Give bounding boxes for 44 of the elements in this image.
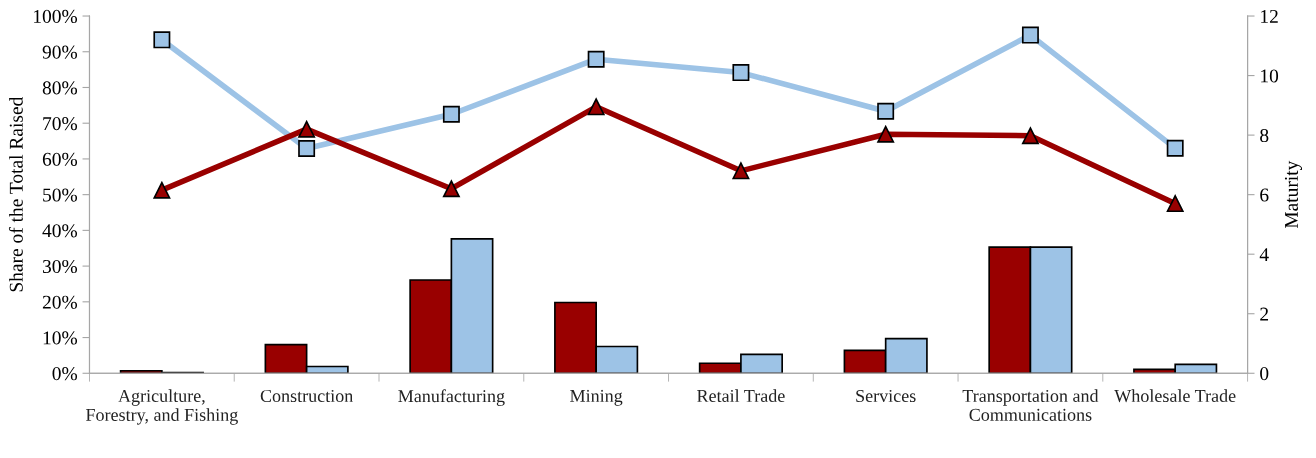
y2-tick-label: 4 xyxy=(1259,248,1269,261)
point xyxy=(587,98,605,116)
y-tick-label: 60% xyxy=(42,152,78,166)
point xyxy=(732,162,750,180)
y2-tick-label: 8 xyxy=(1260,128,1269,143)
point xyxy=(587,50,605,68)
y-tick-label: 30% xyxy=(42,259,78,274)
y-tick-label: 100% xyxy=(34,9,78,24)
y-tick-label: 10% xyxy=(43,331,78,345)
y-tick-label: 70% xyxy=(43,117,78,131)
point xyxy=(153,181,171,199)
y-tick-label: 90% xyxy=(42,45,78,59)
y-axis-title: Share of the Total Raised xyxy=(8,96,23,292)
x-tick-label: Transportation and Communications xyxy=(962,389,1099,421)
y-tick-label: 40% xyxy=(42,224,78,238)
y2-tick-label: 0 xyxy=(1260,367,1269,381)
y2-tick-label: 10 xyxy=(1261,69,1279,83)
y-tick-label: 20% xyxy=(42,295,78,309)
x-tick-label: Agriculture, Forestry, and Fishing xyxy=(85,389,238,425)
point xyxy=(1166,139,1184,157)
point xyxy=(732,64,750,82)
x-tick-label: Mining xyxy=(570,389,623,406)
y-tick-label: 80% xyxy=(42,81,78,95)
x-tick-label: Wholesale Trade xyxy=(1114,389,1236,403)
y-tick-label: 50% xyxy=(43,188,78,202)
x-tick-label: Retail Trade xyxy=(697,389,785,403)
point xyxy=(298,140,316,157)
x-tick-label: Manufacturing xyxy=(398,389,505,406)
point xyxy=(877,125,895,143)
point xyxy=(1021,26,1039,44)
y2-tick-label: 2 xyxy=(1260,307,1269,321)
point xyxy=(877,102,895,120)
point xyxy=(298,120,316,138)
point xyxy=(1021,127,1039,145)
x-tick-label: Construction xyxy=(260,389,353,403)
point xyxy=(442,105,460,123)
point xyxy=(1166,195,1184,213)
x-tick-label: Services xyxy=(856,389,916,403)
y2-tick-label: 6 xyxy=(1260,188,1269,202)
point xyxy=(442,180,460,198)
y-tick-label: 0% xyxy=(52,367,78,381)
point xyxy=(153,31,171,49)
y2-axis-title: Maturity xyxy=(1284,160,1303,229)
y2-tick-label: 12 xyxy=(1261,9,1278,23)
